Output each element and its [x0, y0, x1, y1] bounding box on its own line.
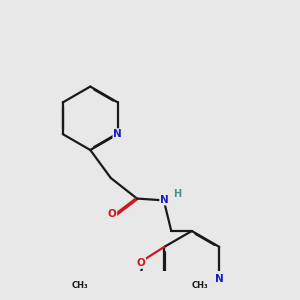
Text: CH₃: CH₃ [72, 281, 88, 290]
Text: N: N [160, 195, 169, 205]
Text: H: H [173, 189, 181, 199]
Text: N: N [113, 129, 122, 139]
Text: O: O [108, 209, 116, 219]
Text: O: O [136, 258, 145, 268]
Text: N: N [215, 274, 224, 284]
Text: CH₃: CH₃ [192, 281, 208, 290]
